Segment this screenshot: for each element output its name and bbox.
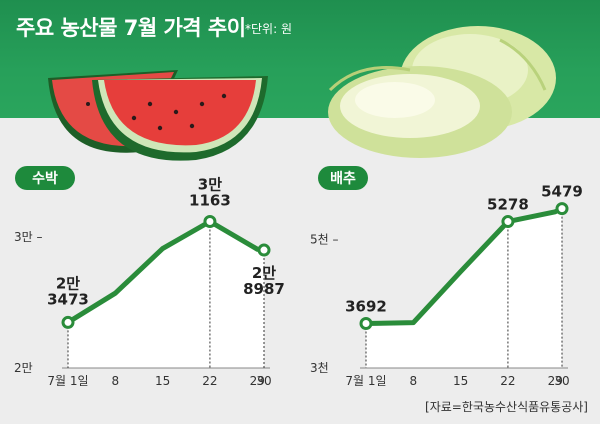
x-tick-label: 8 <box>409 374 417 388</box>
x-tick-label: 29 <box>250 374 265 388</box>
chart-title: 수박 <box>32 170 58 187</box>
x-tick-label: 29 <box>548 374 563 388</box>
data-label: 3692 <box>345 298 387 316</box>
x-tick-label: 30 <box>554 374 569 388</box>
data-point <box>359 317 373 331</box>
data-point <box>501 215 515 229</box>
cabbage-image <box>328 26 556 158</box>
x-tick-label: 15 <box>155 374 170 388</box>
y-tick-label: 2만 <box>14 361 33 375</box>
source-note: [자료=한국농수산식품유통공사] <box>425 400 588 414</box>
y-tick-label: 3만 – <box>14 230 43 244</box>
data-point <box>555 202 569 216</box>
y-tick-label: 3천 <box>310 360 329 375</box>
x-tick-label: 22 <box>500 374 515 388</box>
area-fill <box>68 221 264 368</box>
data-label: 2만 <box>252 264 276 282</box>
watermelon-image <box>48 70 268 161</box>
data-label: 3473 <box>47 290 89 308</box>
data-label: 5278 <box>487 196 529 214</box>
chart-title-badge <box>15 166 75 190</box>
area-fill <box>366 208 562 368</box>
x-tick-label: 7월 1일 <box>345 374 386 388</box>
x-tick-label: 30 <box>256 374 271 388</box>
x-tick-label: 7월 1일 <box>47 374 88 388</box>
data-label: 3만 <box>198 175 222 193</box>
data-label: 5479 <box>541 183 583 201</box>
y-tick-label: 5천 – <box>310 231 339 246</box>
chart-title: 배추 <box>330 171 356 187</box>
data-label: 8987 <box>243 280 285 298</box>
data-point <box>203 214 217 228</box>
x-tick-label: 22 <box>202 374 217 388</box>
x-tick-label: 8 <box>111 374 119 388</box>
unit-note: *단위: 원 <box>245 22 292 36</box>
chart-title-badge <box>318 166 368 190</box>
data-point <box>61 315 75 329</box>
data-label: 1163 <box>189 191 231 209</box>
x-tick-label: 15 <box>453 374 468 388</box>
data-label: 2만 <box>56 274 80 292</box>
data-point <box>257 243 271 257</box>
page-title: 주요 농산물 7월 가격 추이 <box>16 16 246 40</box>
